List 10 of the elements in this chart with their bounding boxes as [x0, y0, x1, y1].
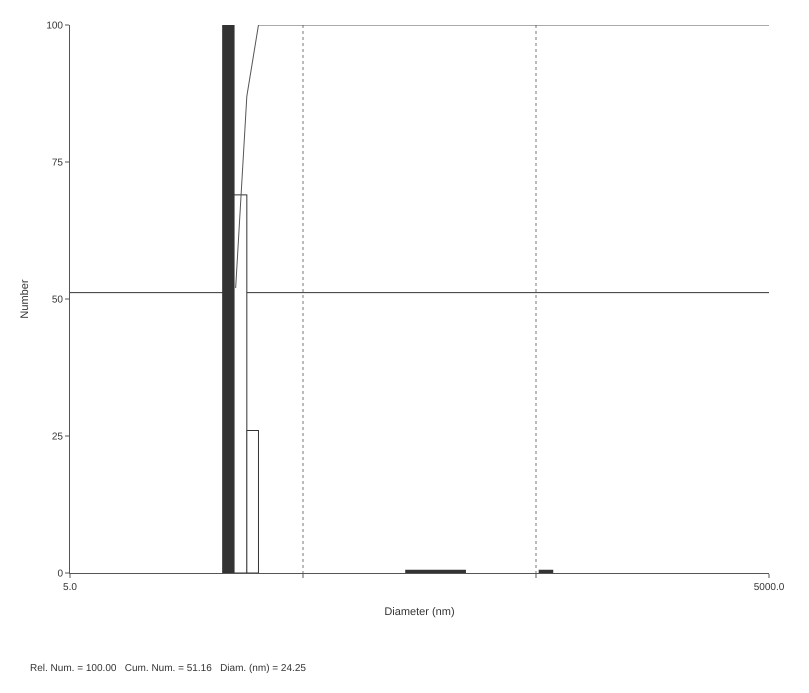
- text: Rel. Num. = 100.00 Cum. Num. = 51.16 Diam. (nm) = 24.25: [30, 663, 306, 674]
- y-tick-label: 25: [52, 432, 64, 442]
- y-tick-label: 75: [52, 158, 64, 168]
- y-tick-label: 0: [57, 568, 64, 580]
- y-tick-label: 100: [46, 20, 64, 32]
- x-tick-label: 5000.0: [754, 582, 785, 593]
- y-axis-title: Number: [18, 279, 31, 319]
- x-tick-label: 5.0: [63, 582, 78, 593]
- x-axis-title: Diameter (nm): [384, 606, 455, 618]
- y-tick-label: 50: [52, 294, 64, 306]
